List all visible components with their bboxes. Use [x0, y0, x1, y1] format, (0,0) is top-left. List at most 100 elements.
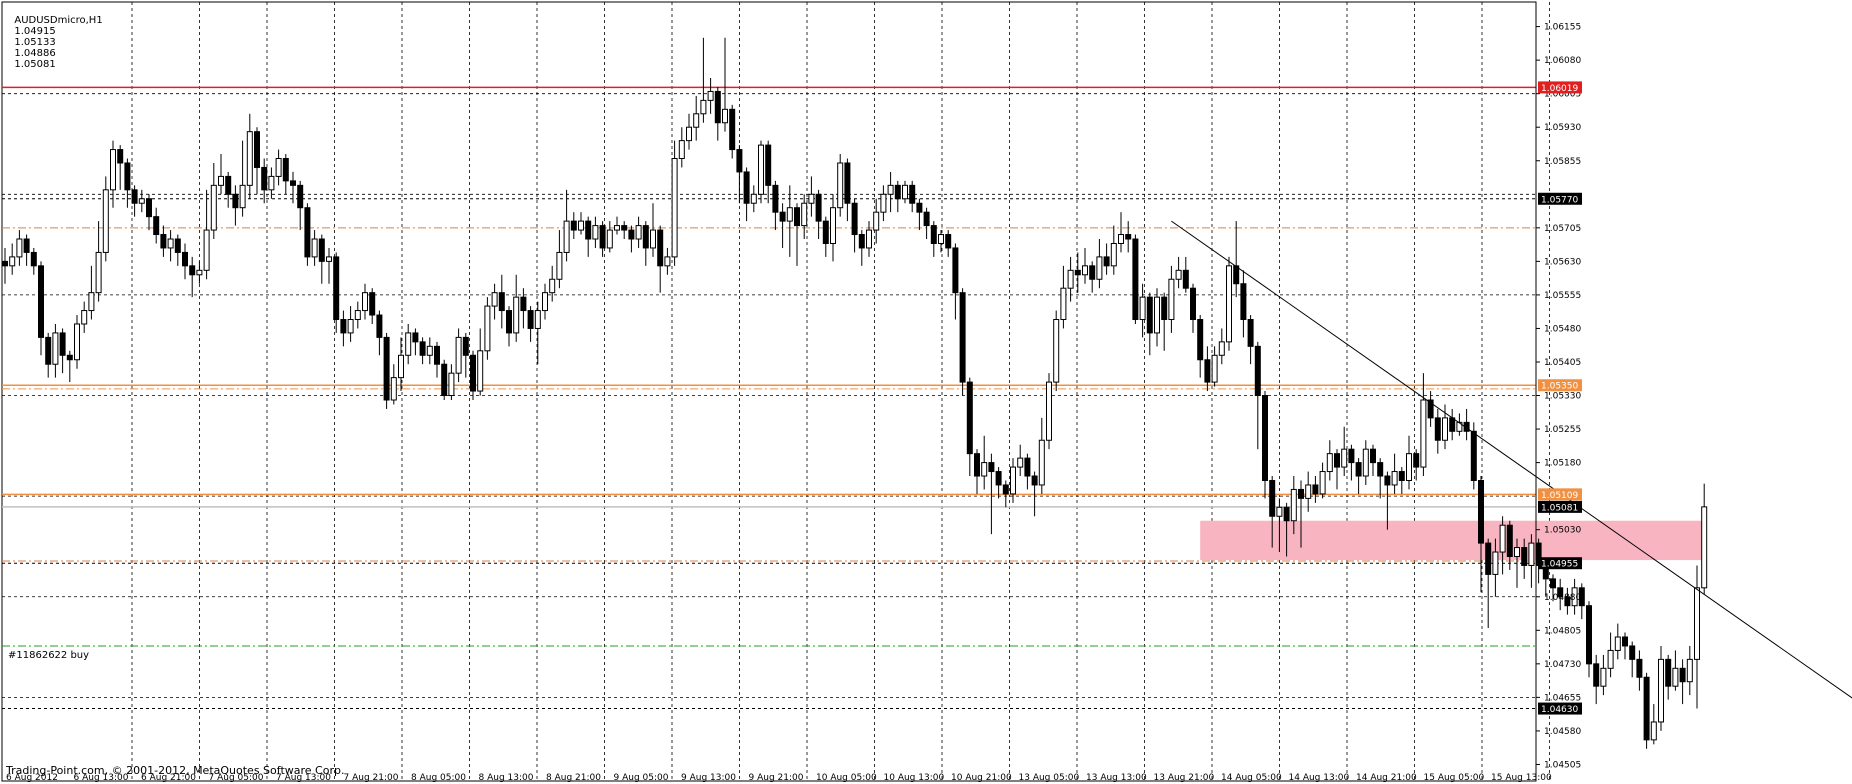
- candle: [146, 194, 152, 231]
- candle: [290, 171, 296, 204]
- candle: [1665, 654, 1672, 700]
- candle: [815, 189, 822, 240]
- candle: [1218, 328, 1225, 365]
- y-tick-label: 1.05330: [1544, 392, 1581, 402]
- candle: [1319, 462, 1326, 499]
- x-tick-label: 13 Aug 21:00: [1154, 773, 1215, 783]
- y-tick-label: 1.05855: [1544, 157, 1581, 167]
- candle: [1089, 261, 1096, 293]
- candle: [1053, 310, 1060, 392]
- high-value: 1.05133: [14, 37, 56, 48]
- candle: [635, 216, 642, 248]
- candle: [1204, 346, 1211, 392]
- candle: [1283, 502, 1290, 557]
- x-tick-label: 14 Aug 21:00: [1356, 773, 1417, 783]
- candle: [520, 288, 527, 329]
- candle: [758, 140, 764, 204]
- y-tick-label: 1.05480: [1544, 324, 1581, 334]
- candle: [1600, 654, 1607, 696]
- candle: [988, 453, 995, 535]
- candle: [714, 86, 721, 141]
- candle: [477, 328, 484, 396]
- candle: [383, 332, 390, 409]
- plot-frame: [1, 1, 1537, 782]
- candle: [909, 180, 916, 213]
- grid: [1, 1, 1550, 782]
- candle: [1406, 435, 1412, 490]
- candle: [1384, 471, 1391, 530]
- candle: [513, 274, 520, 342]
- candle: [405, 323, 412, 365]
- candle: [239, 140, 246, 217]
- candle: [801, 194, 808, 240]
- y-tick-label: 1.04880: [1544, 593, 1581, 603]
- candle: [786, 185, 793, 257]
- candle: [102, 176, 109, 262]
- candle: [1197, 315, 1204, 378]
- candle: [1427, 391, 1434, 427]
- candle: [1017, 444, 1024, 477]
- candle: [1024, 453, 1031, 490]
- x-tick-label: 6 Aug 13:00: [74, 773, 129, 783]
- candle: [549, 265, 556, 302]
- candle: [1622, 632, 1628, 660]
- candle: [678, 127, 685, 168]
- candle: [570, 212, 577, 240]
- candle: [390, 364, 397, 405]
- y-tick-label: 1.04805: [1544, 626, 1581, 636]
- candle: [966, 377, 973, 477]
- candle: [1478, 476, 1484, 593]
- candle: [578, 212, 584, 235]
- svg-text:1.05109: 1.05109: [1541, 491, 1578, 501]
- candles: [2, 37, 1708, 749]
- support-zone: [1200, 520, 1705, 561]
- open-value: 1.04915: [14, 26, 56, 37]
- x-tick-label: 14 Aug 05:00: [1221, 773, 1282, 783]
- candle: [2, 247, 8, 284]
- candle: [491, 283, 498, 320]
- candle: [794, 203, 800, 266]
- candle: [1139, 283, 1146, 338]
- candle: [556, 230, 563, 289]
- candle: [1398, 467, 1405, 494]
- candle: [1420, 373, 1427, 477]
- candle: [398, 337, 404, 392]
- candle: [995, 467, 1002, 499]
- candle: [750, 185, 757, 213]
- candle: [1074, 252, 1081, 293]
- candle: [1103, 243, 1110, 275]
- candle: [138, 189, 145, 213]
- candle: [1161, 292, 1168, 351]
- candle: [1010, 458, 1016, 503]
- x-tick-label: 15 Aug 13:00: [1491, 773, 1552, 783]
- low-value: 1.04886: [14, 48, 56, 59]
- candle: [606, 221, 613, 253]
- level-price-tag: 1.05081: [1538, 500, 1582, 513]
- candle: [671, 140, 678, 266]
- candle: [642, 221, 649, 266]
- candle: [1348, 444, 1355, 481]
- candle: [1694, 565, 1700, 709]
- svg-text:1.04955: 1.04955: [1541, 560, 1578, 570]
- candle: [196, 261, 203, 284]
- candle: [1355, 458, 1362, 494]
- candle: [174, 234, 181, 266]
- candle: [412, 328, 419, 356]
- x-tick-label: 6 Aug 2012: [6, 773, 58, 783]
- symbol-label: AUDUSDmicro,H1: [14, 15, 103, 26]
- candle: [1636, 650, 1643, 691]
- candle: [434, 341, 440, 378]
- x-tick-label: 13 Aug 13:00: [1086, 773, 1147, 783]
- svg-text:1.05350: 1.05350: [1541, 382, 1578, 392]
- candle: [1175, 256, 1182, 289]
- candle: [1182, 256, 1189, 293]
- price-level-labels: 1.06019 1.05770 1.05350 1.05109 1.05081 1.049…: [1538, 81, 1582, 715]
- candle: [218, 154, 224, 195]
- candle: [232, 185, 239, 226]
- copyright-credit: Trading-Point.com, © 2001-2012, MetaQuot…: [6, 764, 345, 777]
- candle: [167, 230, 174, 262]
- candle: [426, 337, 433, 365]
- candle: [419, 337, 426, 365]
- order-label: #11862622 buy: [8, 650, 90, 661]
